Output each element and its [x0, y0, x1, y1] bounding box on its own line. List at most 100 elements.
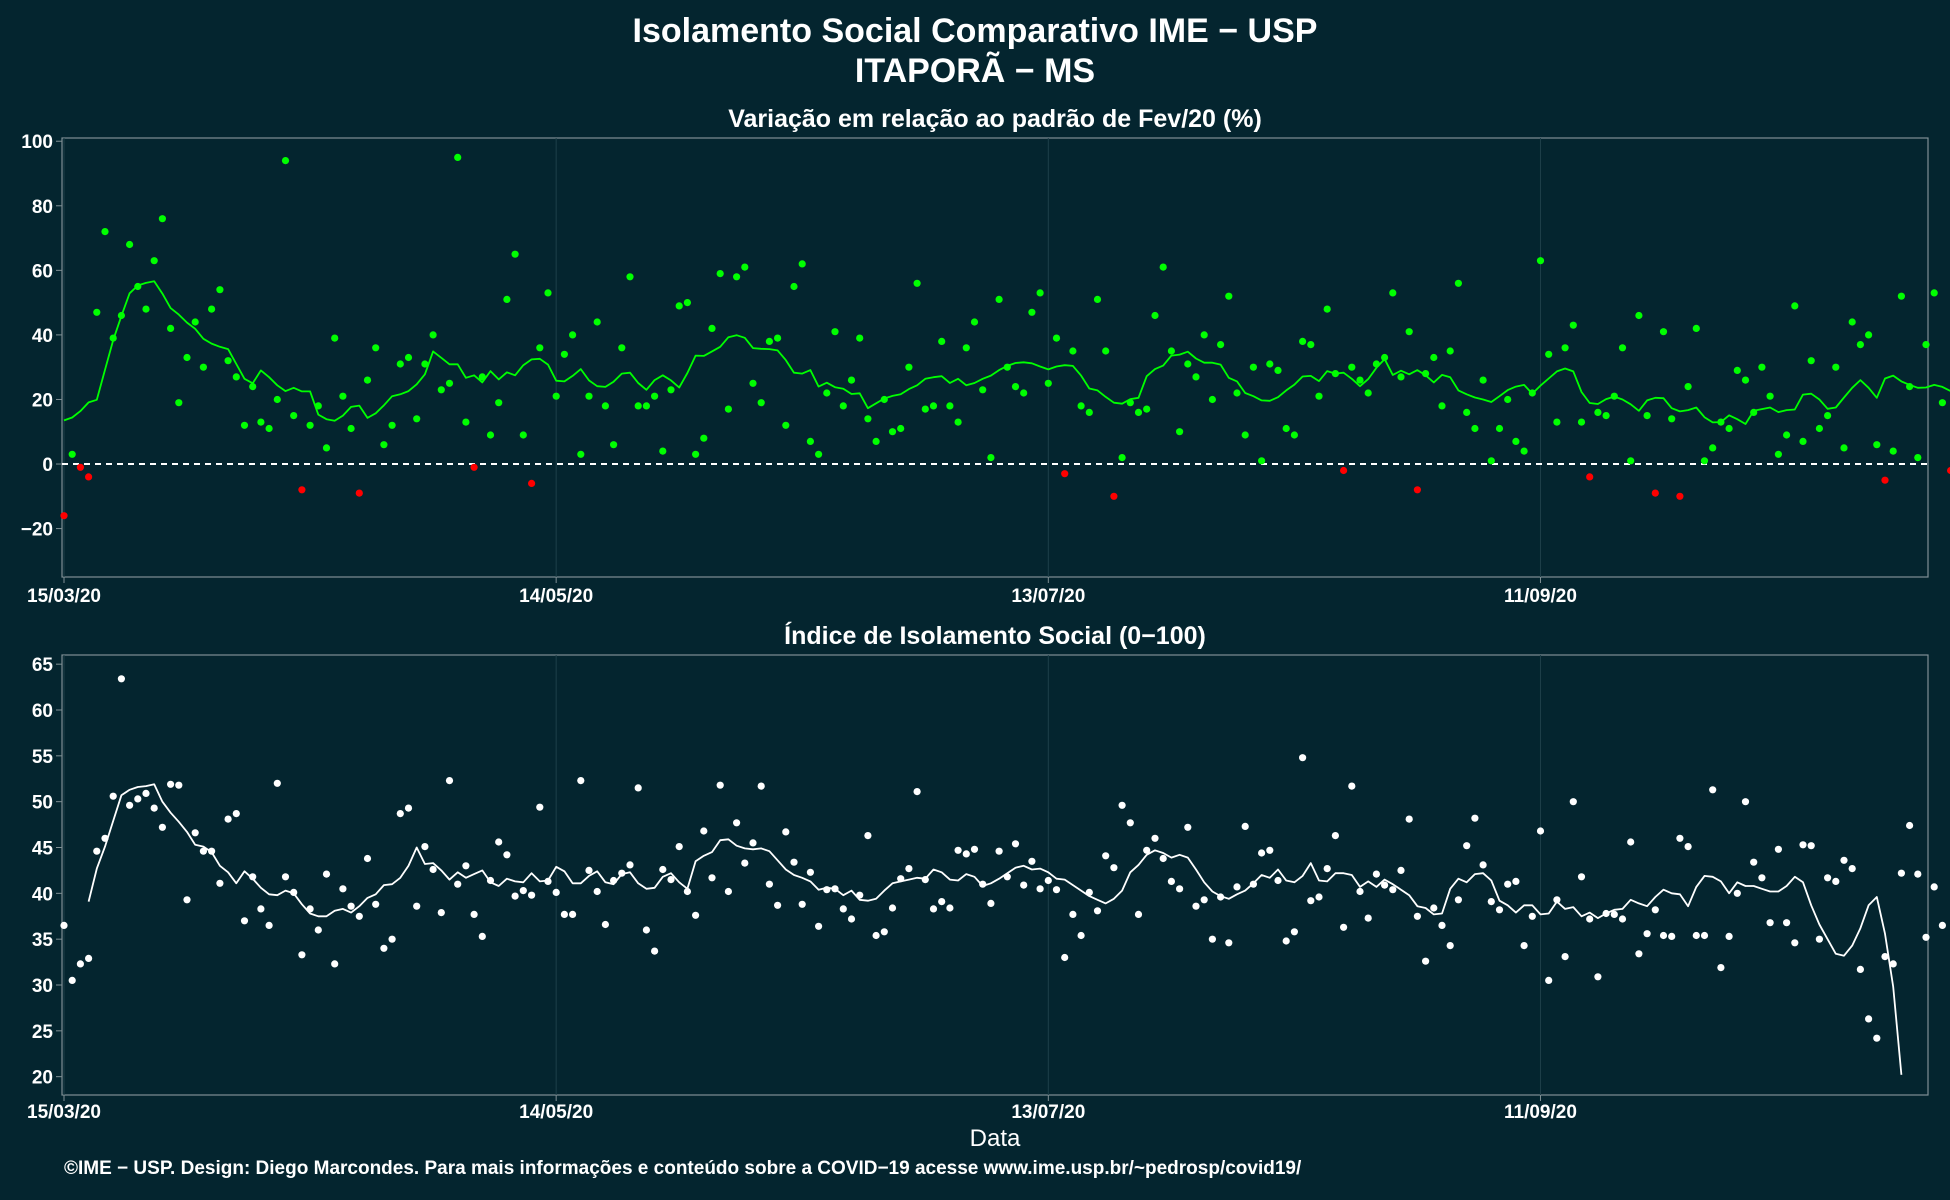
data-point — [1553, 418, 1561, 426]
y-tick-label-5: 45 — [32, 839, 54, 860]
data-point — [700, 434, 708, 442]
data-point — [240, 421, 249, 429]
data-point — [1011, 840, 1020, 848]
data-point — [437, 909, 445, 917]
data-point — [331, 960, 339, 968]
data-point — [782, 421, 790, 429]
data-point — [1865, 331, 1873, 339]
data-point — [1824, 874, 1832, 882]
data-point — [585, 866, 593, 875]
data-point — [486, 431, 495, 439]
data-point — [1069, 347, 1077, 355]
x-tick-label-3: 11/09/20 — [1504, 586, 1577, 607]
data-point — [1774, 845, 1782, 853]
data-point — [528, 891, 536, 899]
data-point — [1003, 363, 1011, 371]
data-point — [372, 344, 380, 352]
data-point — [1676, 834, 1684, 842]
data-point — [1889, 447, 1897, 455]
data-point — [626, 273, 634, 281]
y-tick-label-0: 20 — [32, 1068, 53, 1089]
data-point — [782, 828, 790, 836]
data-point — [1258, 849, 1266, 857]
data-point — [1684, 843, 1692, 851]
data-point — [1741, 376, 1750, 384]
data-point — [1249, 880, 1257, 888]
data-point — [716, 270, 724, 278]
data-point — [888, 904, 897, 912]
data-point — [1102, 852, 1110, 860]
data-point — [273, 779, 281, 787]
data-point — [208, 305, 216, 313]
data-point — [85, 954, 93, 963]
data-point — [897, 875, 905, 883]
data-point — [519, 887, 527, 895]
y-tick-label-2: 30 — [32, 976, 53, 997]
data-point — [1134, 910, 1143, 919]
data-point — [1709, 786, 1717, 794]
data-point — [1692, 324, 1700, 332]
data-point — [478, 932, 486, 941]
data-point — [1397, 373, 1405, 381]
data-point — [232, 373, 240, 381]
data-point — [1282, 937, 1290, 945]
data-point — [454, 153, 462, 161]
data-point — [1200, 331, 1208, 339]
data-point — [569, 331, 577, 339]
data-point — [987, 454, 995, 462]
data-point — [856, 334, 864, 342]
data-point — [1610, 910, 1618, 919]
data-point — [1011, 383, 1020, 391]
data-point — [478, 373, 486, 381]
data-point — [1208, 935, 1216, 943]
data-point — [1586, 473, 1594, 481]
y-tick-label-3: 35 — [32, 930, 54, 951]
data-point — [1750, 858, 1758, 866]
data-point — [437, 386, 445, 394]
y-tick-label-6: 100 — [21, 132, 53, 153]
data-point — [150, 257, 158, 265]
data-point — [1348, 782, 1356, 790]
data-point — [1865, 1015, 1873, 1023]
data-point — [913, 788, 921, 796]
data-point — [1815, 935, 1823, 943]
x-tick-label-1: 14/05/20 — [519, 1102, 593, 1123]
data-point — [1372, 360, 1380, 368]
figure-subtitle: ITAPORÃ − MS — [854, 52, 1096, 90]
data-point — [872, 437, 880, 445]
data-point — [1635, 311, 1643, 320]
data-point — [1274, 876, 1282, 885]
data-point — [1733, 889, 1741, 897]
data-point — [1069, 910, 1077, 919]
data-point — [1381, 353, 1389, 362]
figure-title: Isolamento Social Comparativo IME − USP — [632, 12, 1318, 50]
data-point — [298, 951, 306, 959]
panel-title: Variação em relação ao padrão de Fev/20 … — [728, 105, 1262, 133]
y-tick-label-4: 40 — [32, 884, 53, 905]
data-point — [929, 905, 938, 913]
data-point — [749, 379, 757, 387]
data-point — [1643, 412, 1651, 420]
data-point — [1036, 289, 1044, 297]
data-point — [577, 777, 585, 785]
data-point — [511, 892, 519, 900]
data-point — [134, 282, 142, 291]
data-point — [536, 803, 544, 811]
data-point — [290, 888, 298, 897]
data-point — [1184, 360, 1192, 368]
data-point — [1725, 424, 1733, 433]
data-point — [1504, 880, 1512, 888]
data-point — [347, 424, 355, 433]
y-tick-label-4: 60 — [32, 261, 53, 282]
data-point — [85, 473, 93, 481]
data-point — [1922, 341, 1930, 349]
data-point — [1299, 754, 1307, 762]
data-point — [1176, 428, 1184, 436]
data-point — [954, 846, 962, 854]
data-point — [1052, 334, 1061, 342]
data-point — [1602, 909, 1610, 918]
data-point — [1356, 376, 1364, 384]
data-point — [1668, 932, 1676, 941]
data-point — [683, 299, 692, 307]
